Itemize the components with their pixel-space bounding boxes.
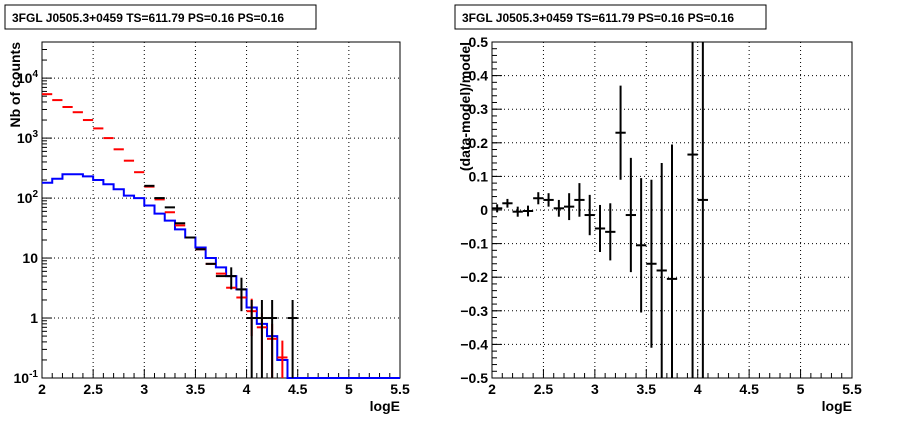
x-tick-label: 2.5 <box>83 381 103 397</box>
y-tick-label: 104 <box>17 69 39 86</box>
title-box <box>454 4 767 30</box>
x-tick-label: 4.5 <box>739 381 759 397</box>
x-tick-label: 2 <box>488 381 496 397</box>
plot-frame <box>41 41 401 379</box>
model-histogram-line <box>42 173 400 379</box>
counts-panel: 2 2.5 3 3.5 4 4.5 5 5.5 10-1 1 10 102 103 104 logE Nb o… <box>4 4 410 414</box>
y-tick-label: 102 <box>17 189 39 206</box>
x-tick-label: 4 <box>694 381 702 397</box>
x-tick-label: 3.5 <box>637 381 657 397</box>
y-tick-label: 0 <box>480 202 488 218</box>
x-tick-label: 3 <box>591 381 599 397</box>
y-tick-label: 0.1 <box>469 168 489 184</box>
y-tick-label: −0.1 <box>460 236 488 252</box>
y-tick-label: 1 <box>30 310 38 326</box>
y-tick-label: 10-1 <box>14 369 39 386</box>
y-tick-label: −0.4 <box>460 336 488 352</box>
y-axis-title: Nb of counts <box>7 42 23 128</box>
chart-title: 3FGL J0505.3+0459 TS=611.79 PS=0.16 PS=0… <box>462 11 734 25</box>
x-tick-label: 3.5 <box>186 381 206 397</box>
y-tick-label: 103 <box>17 129 39 146</box>
y-axis-title: (data-model)/model <box>457 42 473 171</box>
y-tick-label: −0.3 <box>460 303 488 319</box>
y-tick-label: 0.2 <box>469 135 489 151</box>
x-tick-label: 5.5 <box>390 381 410 397</box>
x-tick-label: 5.5 <box>842 381 862 397</box>
x-tick-label: 2 <box>38 381 46 397</box>
x-tick-label: 4.5 <box>288 381 308 397</box>
y-tick-label: −0.5 <box>460 370 488 386</box>
residual-points <box>492 42 708 378</box>
x-tick-label: 4 <box>243 381 251 397</box>
y-tick-label: 10 <box>22 250 38 266</box>
x-tick-label: 5 <box>797 381 805 397</box>
chart-title: 3FGL J0505.3+0459 TS=611.79 PS=0.16 PS=0… <box>12 11 284 25</box>
x-axis-title: logE <box>822 398 852 414</box>
title-box <box>4 4 317 30</box>
y-tick-label: 0.4 <box>469 68 489 84</box>
x-tick-label: 5 <box>345 381 353 397</box>
plot-area <box>42 42 400 378</box>
residuals-panel: 2 2.5 3 3.5 4 4.5 5 5.5 −0.5 −0.4 −0.3 −0.2 −0.1 0 0.1… <box>454 4 862 414</box>
x-tick-label: 2.5 <box>534 381 554 397</box>
x-axis-title: logE <box>370 398 400 414</box>
y-tick-label: −0.2 <box>460 269 488 285</box>
y-tick-label: 0.5 <box>469 34 489 50</box>
x-tick-label: 3 <box>140 381 148 397</box>
y-tick-label: 0.3 <box>469 101 489 117</box>
